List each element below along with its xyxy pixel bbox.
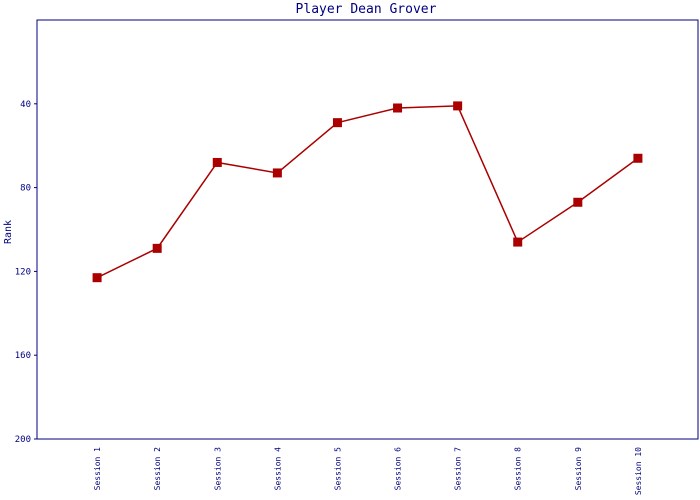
x-tick-label: Session 8 (514, 447, 523, 491)
x-tick-label: Session 4 (273, 447, 282, 491)
x-tick-label: Session 7 (454, 447, 463, 491)
y-axis-label: Rank (3, 220, 14, 244)
x-tick-label: Session 9 (574, 447, 583, 491)
point-marker (573, 197, 583, 207)
point-marker (513, 237, 523, 247)
y-tick-label: 80 (20, 184, 31, 194)
point-marker (152, 243, 162, 253)
x-tick-label: Session 5 (333, 447, 342, 491)
chart-title: Player Dean Grover (296, 2, 437, 17)
x-tick-label: Session 6 (394, 447, 403, 491)
point-marker (393, 103, 403, 113)
y-tick-label: 200 (15, 435, 31, 445)
x-tick-label: Session 10 (634, 447, 643, 495)
point-marker (453, 101, 463, 111)
plot-frame (36, 19, 699, 440)
x-tick-label: Session 1 (93, 447, 102, 491)
y-tick-label: 120 (15, 267, 31, 277)
point-marker (92, 273, 102, 283)
point-marker (332, 118, 342, 128)
y-tick-label: 40 (20, 100, 31, 110)
x-tick-label: Session 2 (153, 447, 162, 491)
point-marker (272, 168, 282, 178)
y-tick-label: 160 (15, 351, 31, 361)
point-marker (212, 157, 222, 167)
point-marker (633, 153, 643, 163)
series-line (96, 105, 639, 279)
x-tick-label: Session 3 (213, 447, 222, 491)
